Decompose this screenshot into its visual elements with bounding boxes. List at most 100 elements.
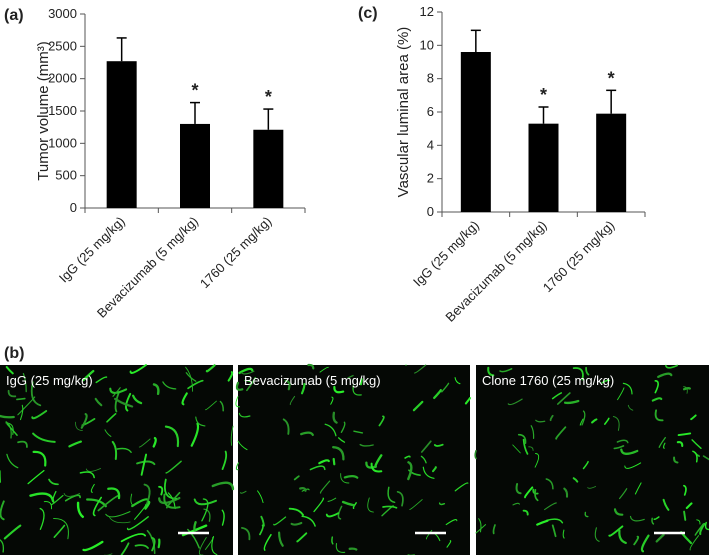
- vessel: [301, 488, 310, 492]
- vessel: [438, 502, 446, 506]
- vessel: [618, 529, 627, 544]
- bar: [253, 129, 284, 208]
- panel-label: (c): [358, 5, 378, 22]
- vessel: [63, 492, 81, 497]
- vessel: [441, 382, 450, 393]
- vessel: [136, 460, 156, 466]
- vessel: [300, 431, 314, 437]
- vessel: [414, 364, 427, 374]
- vessel: [120, 533, 146, 543]
- vessel: [108, 515, 131, 524]
- vessel: [608, 525, 624, 537]
- vessel: [164, 425, 180, 448]
- vessel: [535, 419, 546, 423]
- y-tick-label: 10: [420, 37, 434, 52]
- vessel: [617, 387, 625, 401]
- vessel: [235, 396, 241, 408]
- vessel: [524, 486, 534, 499]
- vessel: [3, 524, 22, 540]
- vessel: [187, 528, 200, 549]
- vessel: [699, 522, 706, 536]
- vessel: [114, 390, 120, 413]
- vessel: [454, 482, 469, 492]
- vessel: [601, 379, 611, 384]
- micrograph-label: Clone 1760 (25 mg/kg): [482, 373, 614, 388]
- vessel: [158, 485, 164, 496]
- vessel: [691, 439, 702, 449]
- vessel: [330, 396, 334, 405]
- vessel: [79, 471, 95, 479]
- bar: [460, 52, 491, 212]
- vessel: [683, 484, 687, 496]
- vessel: [327, 497, 337, 502]
- y-tick-label: 3000: [48, 6, 77, 21]
- vessel: [299, 486, 307, 492]
- vessel: [244, 380, 252, 383]
- vessel: [52, 490, 57, 504]
- vessel: [433, 443, 444, 447]
- vessel: [235, 381, 244, 391]
- vessel: [657, 372, 673, 379]
- vessel: [120, 542, 130, 555]
- vessel: [144, 500, 151, 510]
- vessel: [313, 497, 325, 513]
- vessel: [591, 418, 598, 424]
- vessel: [106, 412, 117, 423]
- vessel: [278, 531, 284, 547]
- vessel: [85, 468, 101, 472]
- vessel: [404, 455, 411, 459]
- vessel: [132, 394, 143, 405]
- vessel: [634, 482, 642, 495]
- vessel: [273, 516, 287, 526]
- vessel: [205, 400, 217, 411]
- vessel: [152, 436, 157, 448]
- vessel: [474, 450, 477, 460]
- vessel: [662, 442, 666, 449]
- vessel: [487, 366, 495, 377]
- vessel: [0, 414, 15, 419]
- y-tick-label: 12: [420, 4, 434, 19]
- vessel: [257, 490, 264, 504]
- y-tick-label: 2000: [48, 71, 77, 86]
- vessel: [104, 429, 112, 437]
- vessel: [359, 378, 363, 386]
- vessel: [629, 515, 645, 522]
- vessel: [551, 392, 563, 400]
- vessel: [585, 366, 590, 376]
- vessel: [185, 372, 197, 382]
- micrograph: [476, 365, 709, 555]
- y-axis-label: Vascular luminal area (%): [395, 27, 412, 198]
- vessel: [17, 396, 36, 416]
- vessel: [432, 466, 437, 473]
- significance-mark: *: [608, 68, 615, 88]
- vessel: [654, 409, 664, 422]
- vessel: [396, 490, 404, 507]
- vessel: [528, 446, 534, 451]
- vessel: [325, 512, 340, 518]
- vessel: [616, 439, 629, 444]
- vessel: [335, 542, 346, 553]
- vessel: [689, 535, 700, 551]
- vessel: [296, 532, 308, 543]
- vessel: [545, 478, 554, 490]
- significance-mark: *: [191, 81, 198, 101]
- vessel: [107, 487, 121, 500]
- y-tick-label: 2: [427, 171, 434, 186]
- vessel: [683, 510, 687, 521]
- y-tick-label: 2500: [48, 38, 77, 53]
- vessel: [579, 418, 584, 426]
- vessel: [146, 529, 156, 555]
- vessel: [613, 445, 625, 450]
- vessel: [594, 527, 600, 542]
- vessel: [332, 411, 338, 424]
- vessel: [359, 443, 374, 447]
- panel-label: (a): [4, 7, 24, 24]
- vessel: [181, 392, 188, 406]
- vessel: [157, 538, 161, 549]
- vessel: [340, 421, 346, 433]
- vessel: [352, 385, 362, 396]
- y-tick-label: 0: [70, 200, 77, 215]
- vessel: [235, 462, 240, 471]
- vessel: [367, 497, 374, 513]
- vessel: [353, 430, 364, 434]
